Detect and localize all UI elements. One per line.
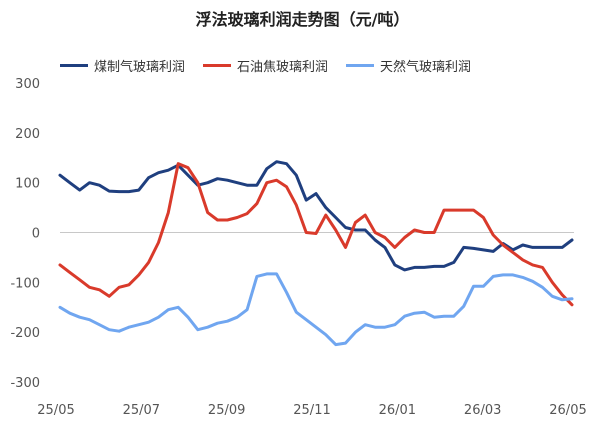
x-tick-label: 25/07 xyxy=(123,403,160,418)
legend-item-petcoke: 石油焦玻璃利润 xyxy=(203,56,328,75)
y-tick-label: -300 xyxy=(10,376,40,391)
legend-item-natural-gas: 天然气玻璃利润 xyxy=(346,56,471,75)
legend-swatch-coal-gas xyxy=(60,64,88,67)
x-tick-label: 25/11 xyxy=(293,403,330,418)
y-tick-label: 300 xyxy=(15,77,40,92)
series-line-coal-gas xyxy=(58,160,574,272)
x-tick-label: 26/03 xyxy=(464,403,501,418)
y-tick-label: 0 xyxy=(32,227,40,242)
series-line-petcoke xyxy=(58,162,574,307)
x-tick-label: 26/05 xyxy=(549,403,586,418)
y-tick-label: -100 xyxy=(10,276,40,291)
x-tick-label: 26/01 xyxy=(379,403,416,418)
legend-label-natural-gas: 天然气玻璃利润 xyxy=(380,60,472,75)
y-tick-label: 200 xyxy=(15,127,40,142)
legend-swatch-natural-gas xyxy=(346,64,375,67)
chart-title: 浮法玻璃利润走势图（元/吨） xyxy=(195,10,410,29)
legend: 煤制气玻璃利润 石油焦玻璃利润 天然气玻璃利润 xyxy=(60,56,471,75)
legend-swatch-petcoke xyxy=(203,64,232,67)
legend-item-coal-gas: 煤制气玻璃利润 xyxy=(60,56,185,75)
x-tick-label: 25/05 xyxy=(37,403,74,418)
x-tick-label: 25/09 xyxy=(208,403,245,418)
y-tick-label: -200 xyxy=(10,326,40,341)
legend-label-petcoke: 石油焦玻璃利润 xyxy=(237,60,329,75)
legend-label-coal-gas: 煤制气玻璃利润 xyxy=(94,60,186,75)
series-line-natural-gas xyxy=(58,272,574,347)
y-tick-label: 100 xyxy=(15,177,40,192)
